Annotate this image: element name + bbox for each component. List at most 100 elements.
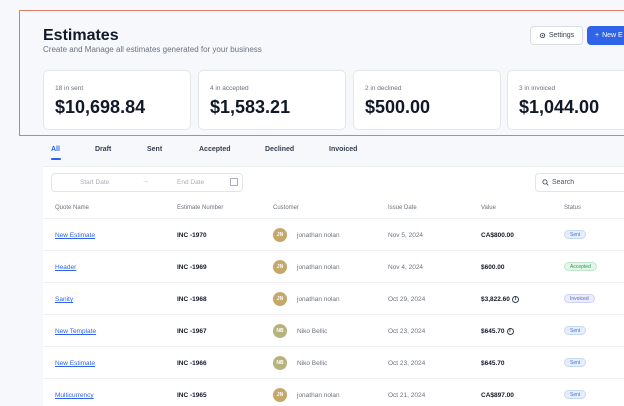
value-text: $600.00 [481,264,505,271]
avatar: JN [273,260,287,274]
value-text: $645.70 [481,360,505,367]
customer-name: jonathan nolan [297,264,340,271]
quote-name-link[interactable]: Header [55,264,77,271]
issue-date: Nov 5, 2024 [388,232,424,239]
status-badge: Sent [564,326,587,335]
table-row[interactable]: Header INC -1969 JN jonathan nolan Nov 4, 20… [43,250,624,282]
col-quote-name: Quote Name [55,205,90,211]
customer-name: Niko Bellic [297,360,328,367]
estimate-value: $645.70 [481,360,505,367]
highlight-box [19,10,624,136]
status-badge: Sent [564,358,587,367]
issue-date: Oct 21, 2024 [388,392,426,399]
customer-name: jonathan nolan [297,232,340,239]
end-date-placeholder: End Date [177,179,205,186]
search-icon [542,179,549,186]
card-label: 18 in sent [55,85,84,92]
customer-name: jonathan nolan [297,296,340,303]
summary-card-declined: 2 in declined $500.00 [353,70,501,130]
col-customer: Customer [273,205,300,211]
status-badge: Sent [564,230,587,239]
tab-declined[interactable]: Declined [265,146,295,153]
estimate-number: INC -1967 [177,328,207,335]
page-subtitle: Create and Manage all estimates generate… [43,45,262,54]
summary-card-sent: 18 in sent $10,698.84 [43,70,191,130]
card-value: $1,044.00 [519,97,600,117]
quote-name-link[interactable]: New Estimate [55,360,96,367]
estimate-number: INC -1966 [177,360,207,367]
summary-card-invoiced: 3 in invoiced $1,044.00 [507,70,624,130]
card-value: $500.00 [365,97,431,117]
start-date-placeholder: Start Date [80,179,110,186]
table-row[interactable]: New Estimate INC -1970 JN jonathan nolan Nov… [43,218,624,250]
tab-all[interactable]: All [51,146,60,153]
tab-draft[interactable]: Draft [95,146,112,153]
col-issue-date: Issue Date [388,205,417,211]
summary-card-accepted: 4 in accepted $1,583.21 [198,70,346,130]
tab-accepted[interactable]: Accepted [199,146,231,153]
tab-sent[interactable]: Sent [147,146,163,153]
quote-name-link[interactable]: New Template [55,328,97,335]
estimate-value: $600.00 [481,264,505,271]
page-title: Estimates [43,27,119,44]
estimate-number: INC -1969 [177,264,207,271]
search-box[interactable] [535,173,624,192]
issue-date: Oct 23, 2024 [388,360,426,367]
page-header: Estimates Create and Manage all estimate… [0,0,624,140]
avatar: NB [273,356,287,370]
quote-name-link[interactable]: New Estimate [55,232,96,239]
date-range-picker[interactable]: Start Date → End Date [51,173,243,192]
avatar: JN [273,228,287,242]
issue-date: Oct 29, 2024 [388,296,426,303]
estimate-value: $645.70 i [481,328,514,335]
issue-date: Oct 23, 2024 [388,328,426,335]
status-badge: Sent [564,390,587,399]
customer-name: Niko Bellic [297,328,328,335]
estimate-number: INC -1970 [177,232,207,239]
active-tab-indicator [51,158,61,160]
avatar: JN [273,292,287,306]
estimates-panel [43,166,624,406]
table-row[interactable]: Sanity INC -1968 JN jonathan nolan Oct 29, 2… [43,282,624,314]
quote-name-link[interactable]: Multicurrency [55,392,94,399]
gear-icon [539,32,546,39]
settings-label: Settings [548,32,575,39]
value-text: CA$897.00 [481,392,514,399]
new-estimate-button[interactable]: + New E [587,26,624,45]
calendar-icon [230,178,238,186]
avatar: NB [273,324,287,338]
estimate-value: $3,822.60 i [481,296,519,303]
col-status: Status [564,205,582,211]
value-text: CA$800.00 [481,232,514,239]
avatar: JN [273,388,287,402]
settings-button[interactable]: Settings [530,26,583,45]
table-row[interactable]: New Estimate INC -1966 NB Niko Bellic Oct 23… [43,346,624,378]
value-text: $3,822.60 [481,296,510,304]
value-text: $645.70 [481,328,505,336]
new-estimate-label: New E [602,32,623,39]
estimate-number: INC -1965 [177,392,207,399]
customer-name: jonathan nolan [297,392,340,399]
tab-invoiced[interactable]: Invoiced [329,146,358,153]
status-tabs: All Draft Sent Accepted Declined Invoice… [0,146,624,168]
table-row[interactable]: Multicurrency INC -1965 JN jonathan nolan Oc… [43,378,624,406]
search-input[interactable] [552,179,622,186]
card-label: 3 in invoiced [519,85,556,92]
estimate-value: CA$800.00 [481,232,514,239]
card-value: $10,698.84 [55,97,146,117]
col-value: Value [481,205,496,211]
arrow-right-icon: → [142,178,149,185]
card-label: 4 in accepted [210,85,249,92]
status-badge: Accepted [564,262,597,271]
card-value: $1,583.21 [210,97,291,117]
table-row[interactable]: New Template INC -1967 NB Niko Bellic Oct 23… [43,314,624,346]
estimate-value: CA$897.00 [481,392,514,399]
quote-name-link[interactable]: Sanity [55,296,74,303]
status-badge: Invoiced [564,294,595,303]
plus-icon: + [595,32,600,39]
info-icon[interactable]: i [506,328,514,335]
card-label: 2 in declined [365,85,402,92]
col-estimate-number: Estimate Number [177,205,224,211]
info-icon[interactable]: i [511,296,519,303]
issue-date: Nov 4, 2024 [388,264,424,271]
